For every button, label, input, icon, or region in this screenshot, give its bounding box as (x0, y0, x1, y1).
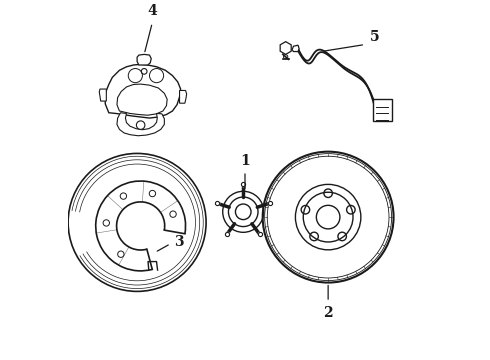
Polygon shape (137, 54, 151, 65)
Polygon shape (105, 64, 181, 118)
Circle shape (141, 68, 147, 74)
Polygon shape (179, 90, 187, 103)
FancyBboxPatch shape (373, 99, 392, 121)
Text: 2: 2 (323, 306, 333, 320)
Polygon shape (99, 89, 106, 101)
Text: 5: 5 (369, 30, 379, 44)
Polygon shape (292, 45, 299, 51)
Circle shape (136, 121, 145, 129)
Text: 1: 1 (240, 154, 250, 168)
Polygon shape (280, 42, 291, 54)
Text: 4: 4 (147, 4, 157, 18)
Polygon shape (117, 113, 164, 136)
Text: 3: 3 (174, 235, 184, 249)
Polygon shape (117, 84, 167, 115)
